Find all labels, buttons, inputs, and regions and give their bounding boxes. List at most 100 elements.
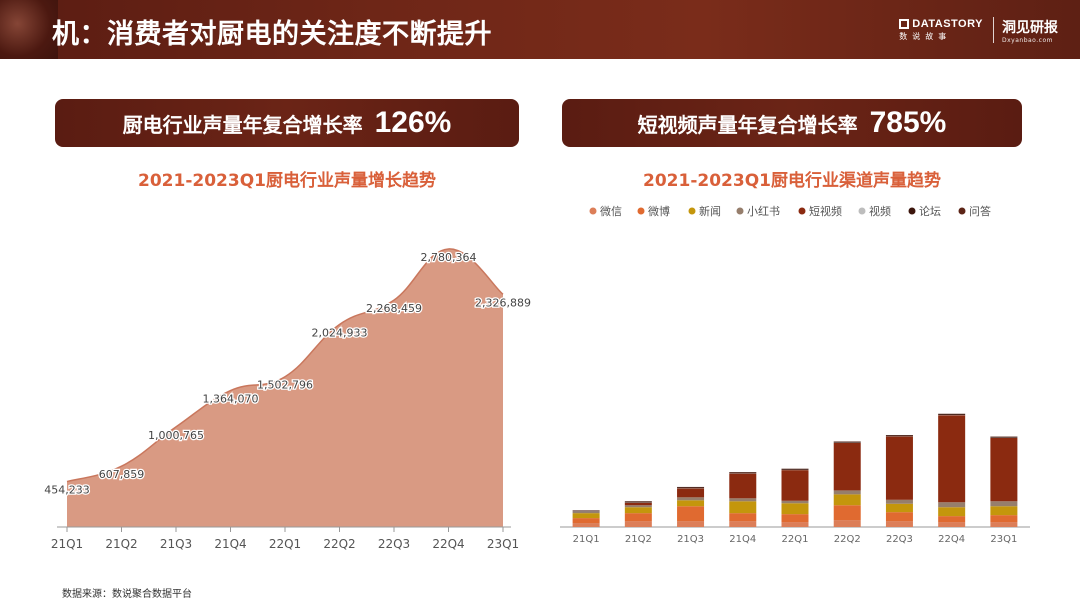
bar-segment bbox=[781, 468, 809, 470]
bar-segment bbox=[624, 521, 652, 527]
banner-shortvideo-cagr: 短视频声量年复合增长率 785% bbox=[562, 99, 1022, 147]
x-tick-label: 22Q3 bbox=[378, 537, 410, 551]
bar-segment bbox=[885, 436, 913, 500]
bar-segment bbox=[885, 521, 913, 527]
data-label: 2,780,364 bbox=[421, 251, 477, 264]
data-label: 454,233 bbox=[44, 484, 90, 497]
area-chart-title: 2021-2023Q1厨电行业声量增长趋势 bbox=[138, 171, 436, 191]
x-tick-label: 21Q4 bbox=[214, 537, 246, 551]
bar-segment bbox=[572, 518, 600, 524]
bar-segment bbox=[990, 515, 1018, 523]
bar-segment bbox=[624, 502, 652, 506]
legend-marker bbox=[958, 207, 966, 215]
bar-segment bbox=[990, 436, 1018, 438]
bar-segment bbox=[729, 472, 757, 474]
bar-segment bbox=[729, 473, 757, 499]
x-tick-label: 21Q1 bbox=[51, 537, 83, 551]
legend-marker bbox=[798, 207, 806, 215]
bar-segment bbox=[624, 501, 652, 503]
area-line bbox=[66, 248, 504, 483]
datastory-name: DATASTORY bbox=[912, 18, 983, 30]
brand-area: DATASTORY 数说故事 洞见研报 Dxyanbao.com bbox=[899, 16, 1058, 44]
bar-segment bbox=[624, 505, 652, 508]
bar-segment bbox=[938, 413, 966, 415]
bar-segment bbox=[833, 442, 861, 491]
legend-marker bbox=[688, 207, 696, 215]
bar-segment bbox=[677, 487, 705, 489]
bar-segment bbox=[833, 505, 861, 521]
x-tick-label: 22Q4 bbox=[938, 534, 965, 545]
page-title: 机：消费者对厨电的关注度不断提升 bbox=[52, 19, 492, 50]
bar-segment bbox=[885, 499, 913, 504]
area-chart: 21Q1 21Q2 21Q3 21Q4 22Q1 22Q2 22Q3 22Q4 23Q1 454,… bbox=[43, 248, 532, 551]
x-tick-label: 22Q2 bbox=[323, 537, 355, 551]
bar-segment bbox=[572, 523, 600, 527]
data-label: 1,000,765 bbox=[148, 429, 204, 442]
bar-segment bbox=[885, 503, 913, 513]
bar-segment bbox=[781, 514, 809, 523]
bar-segment bbox=[729, 521, 757, 527]
bar-segment bbox=[938, 507, 966, 517]
legend-label: 微信 bbox=[600, 204, 622, 218]
bar-segment bbox=[885, 435, 913, 437]
data-label: 2,268,459 bbox=[366, 302, 422, 315]
banner-right-value: 785% bbox=[869, 106, 947, 139]
x-tick-label: 23Q1 bbox=[990, 534, 1017, 545]
legend-label: 问答 bbox=[969, 204, 991, 218]
bar-segment bbox=[990, 522, 1018, 527]
bar-segment bbox=[729, 498, 757, 502]
dongjian-name: 洞见研报 bbox=[1002, 19, 1058, 36]
x-tick-label: 22Q4 bbox=[432, 537, 464, 551]
bar-segment bbox=[781, 470, 809, 501]
data-label: 2,024,933 bbox=[312, 327, 368, 340]
x-tick-label: 22Q1 bbox=[269, 537, 301, 551]
x-tick-label: 22Q2 bbox=[834, 534, 861, 545]
x-tick-label: 21Q1 bbox=[573, 534, 600, 545]
bar-segment bbox=[781, 522, 809, 527]
bar-segment bbox=[677, 500, 705, 507]
legend-label: 论坛 bbox=[919, 204, 941, 218]
bar-segment bbox=[990, 437, 1018, 502]
legend-marker bbox=[858, 207, 866, 215]
data-label: 607,859 bbox=[99, 468, 145, 481]
legend-label: 微博 bbox=[648, 204, 670, 218]
datastory-logo: DATASTORY 数说故事 bbox=[899, 18, 983, 42]
bar-segment bbox=[572, 510, 600, 512]
legend-marker bbox=[589, 207, 597, 215]
x-tick-label: 21Q2 bbox=[105, 537, 137, 551]
bar-segment bbox=[938, 516, 966, 523]
x-tick-label: 21Q4 bbox=[729, 534, 756, 545]
data-source-note: 数据来源：数说聚合数据平台 bbox=[62, 589, 192, 600]
header-decoration bbox=[0, 0, 58, 59]
brand-divider bbox=[993, 17, 994, 43]
bar-chart-title: 2021-2023Q1厨电行业渠道声量趋势 bbox=[643, 171, 941, 191]
dongjian-logo: 洞见研报 Dxyanbao.com bbox=[1002, 17, 1058, 44]
x-tick-label: 21Q3 bbox=[160, 537, 192, 551]
bar-segment bbox=[572, 513, 600, 519]
bar-segment bbox=[833, 441, 861, 443]
legend-marker bbox=[736, 207, 744, 215]
bar-segment bbox=[781, 500, 809, 504]
legend-label: 小红书 bbox=[747, 205, 780, 218]
bar-segment bbox=[833, 490, 861, 495]
x-tick-label: 21Q2 bbox=[625, 534, 652, 545]
bar-segment bbox=[729, 513, 757, 522]
bar-segment bbox=[833, 494, 861, 506]
legend-label: 新闻 bbox=[699, 204, 721, 218]
dongjian-url: Dxyanbao.com bbox=[1002, 36, 1053, 44]
bar-segment bbox=[624, 507, 652, 514]
legend-marker bbox=[908, 207, 916, 215]
bar-segment bbox=[677, 488, 705, 498]
bar-segment bbox=[938, 415, 966, 503]
x-tick-label: 22Q1 bbox=[782, 534, 809, 545]
legend-label: 视频 bbox=[869, 204, 891, 218]
banner-left-label: 厨电行业声量年复合增长率 bbox=[122, 112, 363, 137]
area-fill bbox=[67, 248, 503, 528]
data-label: 1,364,070 bbox=[203, 393, 259, 406]
bar-segment bbox=[624, 513, 652, 522]
data-label: 1,502,796 bbox=[257, 379, 313, 392]
bar-segment bbox=[938, 522, 966, 527]
bar-segment bbox=[938, 502, 966, 508]
x-tick-label: 23Q1 bbox=[487, 537, 519, 551]
bar-segment bbox=[677, 506, 705, 522]
